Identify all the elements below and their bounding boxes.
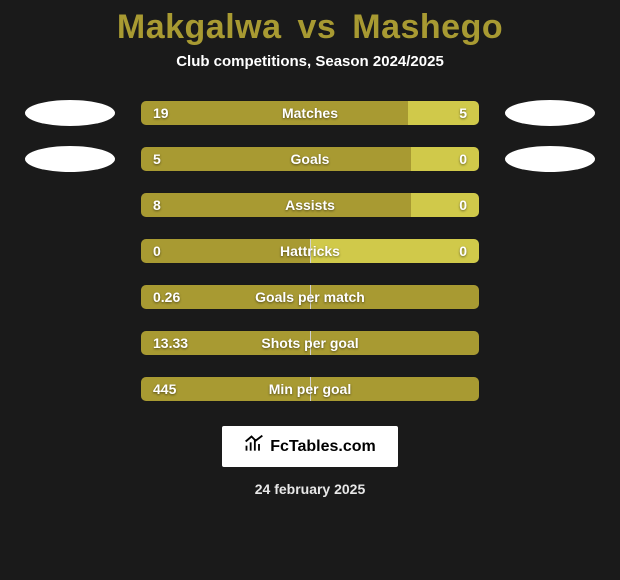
player2-pill [505, 146, 595, 172]
stat-left-value: 0.26 [153, 289, 180, 305]
bar-left-segment [141, 101, 408, 125]
stat-label: Hattricks [280, 243, 340, 259]
stat-row: 19 Matches 5 [0, 100, 620, 126]
stat-right-value: 0 [459, 151, 467, 167]
stat-row: 5 Goals 0 [0, 146, 620, 172]
player1-pill [25, 146, 115, 172]
stat-bar: 0.26 Goals per match [140, 284, 480, 310]
stat-bar: 445 Min per goal [140, 376, 480, 402]
stat-row: 0 Hattricks 0 [0, 238, 620, 264]
stat-left-value: 8 [153, 197, 161, 213]
stat-label: Goals [291, 151, 330, 167]
bar-right-segment [411, 193, 479, 217]
subtitle: Club competitions, Season 2024/2025 [176, 53, 444, 70]
stat-right-value: 0 [459, 243, 467, 259]
branding-badge[interactable]: FcTables.com [222, 426, 398, 467]
stat-left-value: 0 [153, 243, 161, 259]
stat-left-value: 445 [153, 381, 176, 397]
comparison-title: Makgalwa vs Mashego [117, 8, 503, 47]
stat-label: Shots per goal [261, 335, 358, 351]
stat-row: 8 Assists 0 [0, 192, 620, 218]
stat-label: Goals per match [255, 289, 365, 305]
stat-label: Matches [282, 105, 338, 121]
stat-bar: 0 Hattricks 0 [140, 238, 480, 264]
stat-left-value: 13.33 [153, 335, 188, 351]
bar-right-segment [411, 147, 479, 171]
bar-left-segment [141, 193, 411, 217]
branding-label: FcTables.com [270, 438, 376, 456]
stat-left-value: 5 [153, 151, 161, 167]
footer-date: 24 february 2025 [255, 481, 366, 497]
player2-pill [505, 100, 595, 126]
stat-rows: 19 Matches 5 5 Goals 0 8 Assists 0 0 Hattricks 0 0.2… [0, 100, 620, 402]
chart-icon [244, 434, 264, 459]
stat-bar: 13.33 Shots per goal [140, 330, 480, 356]
stat-row: 0.26 Goals per match [0, 284, 620, 310]
stat-bar: 8 Assists 0 [140, 192, 480, 218]
bar-right-segment [408, 101, 479, 125]
player2-name: Mashego [352, 8, 503, 46]
vs-label: vs [291, 8, 342, 46]
stat-label: Assists [285, 197, 335, 213]
player1-name: Makgalwa [117, 8, 282, 46]
player1-pill [25, 100, 115, 126]
bar-left-segment [141, 147, 411, 171]
stat-row: 13.33 Shots per goal [0, 330, 620, 356]
stat-row: 445 Min per goal [0, 376, 620, 402]
stat-left-value: 19 [153, 105, 169, 121]
stat-label: Min per goal [269, 381, 351, 397]
stat-bar: 5 Goals 0 [140, 146, 480, 172]
stat-bar: 19 Matches 5 [140, 100, 480, 126]
stat-right-value: 5 [459, 105, 467, 121]
stat-right-value: 0 [459, 197, 467, 213]
